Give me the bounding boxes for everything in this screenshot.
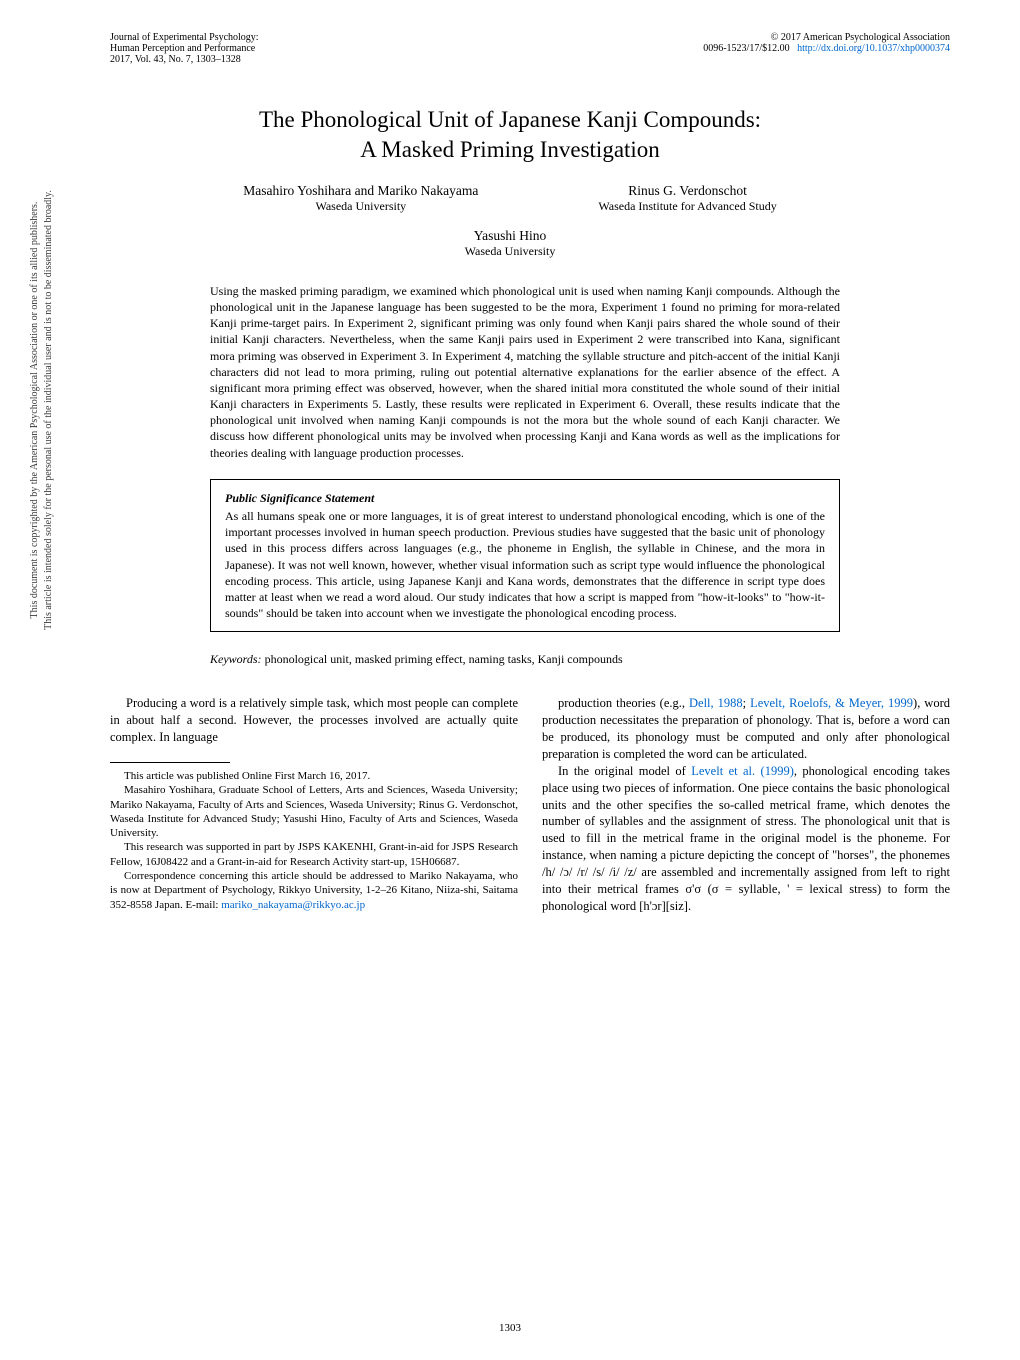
body-columns: Producing a word is a relatively simple … xyxy=(0,695,1020,914)
rp1a: production theories (e.g., xyxy=(558,696,689,710)
author-block-bottom: Yasushi Hino Waseda University xyxy=(0,228,1020,259)
rp2a: In the original model of xyxy=(558,764,691,778)
doi-link[interactable]: http://dx.doi.org/10.1037/xhp0000374 xyxy=(797,43,950,54)
issue-line: 2017, Vol. 43, No. 7, 1303–1328 xyxy=(110,54,241,65)
footnote-4: Correspondence concerning this article s… xyxy=(110,869,518,912)
authors-row: Masahiro Yoshihara and Mariko Nakayama W… xyxy=(0,183,1020,214)
journal-line1: Journal of Experimental Psychology: xyxy=(110,32,259,43)
page-header: Journal of Experimental Psychology: Huma… xyxy=(0,0,1020,75)
citation-levelt-1999[interactable]: Levelt, Roelofs, & Meyer, 1999 xyxy=(750,696,913,710)
header-left: Journal of Experimental Psychology: Huma… xyxy=(110,32,259,65)
author-names-bottom: Yasushi Hino xyxy=(0,228,1020,244)
rp2b: , phonological encoding takes place usin… xyxy=(542,764,950,913)
footnote-rule xyxy=(110,762,230,763)
header-right: © 2017 American Psychological Associatio… xyxy=(703,32,950,65)
author-block-left: Masahiro Yoshihara and Mariko Nakayama W… xyxy=(243,183,478,214)
affiliation-left: Waseda University xyxy=(243,199,478,214)
footnote-3: This research was supported in part by J… xyxy=(110,840,518,869)
keywords-label: Keywords: xyxy=(210,652,262,666)
right-column: production theories (e.g., Dell, 1988; L… xyxy=(542,695,950,914)
abstract-text: Using the masked priming paradigm, we ex… xyxy=(210,283,840,461)
footnotes: This article was published Online First … xyxy=(110,769,518,912)
significance-title: Public Significance Statement xyxy=(225,490,825,506)
sidebar-line2: This article is intended solely for the … xyxy=(43,190,54,630)
citation-levelt-etal-1999[interactable]: Levelt et al. (1999) xyxy=(691,764,794,778)
significance-body: As all humans speak one or more language… xyxy=(225,508,825,621)
footnote-1: This article was published Online First … xyxy=(110,769,518,783)
left-paragraph-1: Producing a word is a relatively simple … xyxy=(110,695,518,746)
citation-dell-1988[interactable]: Dell, 1988 xyxy=(689,696,743,710)
journal-line2: Human Perception and Performance xyxy=(110,43,255,54)
footnote-2: Masahiro Yoshihara, Graduate School of L… xyxy=(110,783,518,840)
copyright-sidebar: This document is copyrighted by the Amer… xyxy=(28,100,56,720)
title-line1: The Phonological Unit of Japanese Kanji … xyxy=(259,107,761,132)
left-column: Producing a word is a relatively simple … xyxy=(110,695,518,914)
page-number: 1303 xyxy=(0,1322,1020,1334)
author-names-right: Rinus G. Verdonschot xyxy=(598,183,776,199)
title-line2: A Masked Priming Investigation xyxy=(360,137,660,162)
author-names-left: Masahiro Yoshihara and Mariko Nakayama xyxy=(243,183,478,199)
affiliation-right: Waseda Institute for Advanced Study xyxy=(598,199,776,214)
issn-price: 0096-1523/17/$12.00 xyxy=(703,43,789,54)
public-significance-box: Public Significance Statement As all hum… xyxy=(210,479,840,633)
affiliation-bottom: Waseda University xyxy=(0,244,1020,259)
sidebar-line1: This document is copyrighted by the Amer… xyxy=(29,202,40,619)
right-paragraph-2: In the original model of Levelt et al. (… xyxy=(542,763,950,915)
right-paragraph-1: production theories (e.g., Dell, 1988; L… xyxy=(542,695,950,763)
keywords-line: Keywords: phonological unit, masked prim… xyxy=(210,652,840,667)
article-title: The Phonological Unit of Japanese Kanji … xyxy=(110,105,910,165)
copyright-line: © 2017 American Psychological Associatio… xyxy=(771,32,950,43)
correspondence-email-link[interactable]: mariko_nakayama@rikkyo.ac.jp xyxy=(221,899,365,911)
author-block-right: Rinus G. Verdonschot Waseda Institute fo… xyxy=(598,183,776,214)
keywords-text: phonological unit, masked priming effect… xyxy=(262,652,623,666)
rp-sep1: ; xyxy=(743,696,750,710)
